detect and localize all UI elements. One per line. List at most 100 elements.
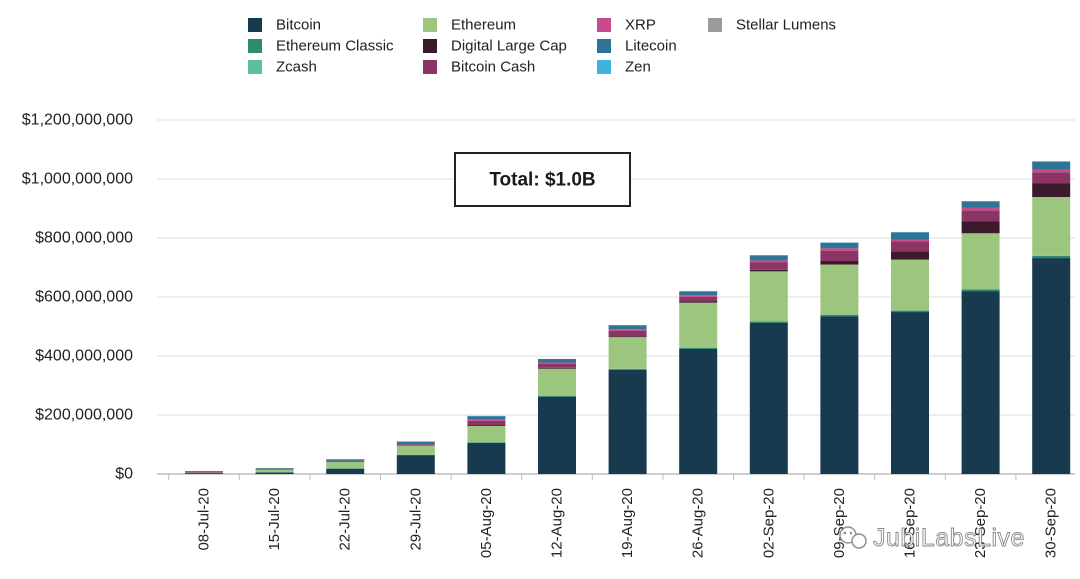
legend-label: Digital Large Cap xyxy=(451,38,567,55)
bar-xrp-30-sep-20 xyxy=(1032,169,1071,173)
bar-xrp-02-sep-20 xyxy=(749,260,788,263)
x-tick-label: 09-Sep-20 xyxy=(831,488,848,558)
bar-bitcoin-cash-09-sep-20 xyxy=(820,250,859,262)
bar-bitcoin-12-aug-20 xyxy=(538,396,576,474)
legend-label: Bitcoin xyxy=(276,17,321,34)
bar-xrp-23-sep-20 xyxy=(961,207,1000,211)
bar-bitcoin-cash-16-sep-20 xyxy=(891,241,929,252)
legend-label: Zcash xyxy=(276,59,317,76)
bar-bitcoin-cash-08-jul-20 xyxy=(185,471,223,473)
bar-ethereum-29-jul-20 xyxy=(396,445,435,455)
total-annotation-text: Total: $1.0B xyxy=(489,170,595,191)
bar-litecoin-09-sep-20 xyxy=(820,242,859,249)
bar-xrp-12-aug-20 xyxy=(538,362,576,364)
legend-swatch xyxy=(597,60,611,74)
bar-bitcoin-cash-23-sep-20 xyxy=(961,210,1000,222)
legend-item-ethereum-classic: Ethereum Classic xyxy=(248,38,394,55)
x-tick-label: 05-Aug-20 xyxy=(478,488,495,558)
bar-litecoin-02-sep-20 xyxy=(749,255,788,261)
bar-litecoin-05-aug-20 xyxy=(467,416,506,420)
bar-xrp-16-sep-20 xyxy=(891,239,929,242)
legend-swatch xyxy=(248,39,262,53)
bar-bitcoin-05-aug-20 xyxy=(467,443,506,474)
x-tick-label: 08-Jul-20 xyxy=(196,488,213,551)
y-tick-label: $400,000,000 xyxy=(35,348,133,365)
bar-ethereum-09-sep-20 xyxy=(820,264,859,315)
y-tick-label: $200,000,000 xyxy=(35,407,133,424)
y-tick-label: $1,000,000,000 xyxy=(22,171,133,188)
bar-xrp-19-aug-20 xyxy=(608,329,647,331)
bar-ethereum-19-aug-20 xyxy=(608,337,647,369)
bar-ethereum-classic-16-sep-20 xyxy=(891,310,929,313)
bar-litecoin-29-jul-20 xyxy=(396,441,435,445)
legend-item-zcash: Zcash xyxy=(248,59,317,76)
legend-item-zen: Zen xyxy=(597,59,651,76)
bar-bitcoin-30-sep-20 xyxy=(1032,258,1071,474)
legend-label: Ethereum xyxy=(451,17,516,34)
bar-ethereum-classic-12-aug-20 xyxy=(538,395,576,397)
legend-label: XRP xyxy=(625,17,656,34)
bar-digital-large-cap-26-aug-20 xyxy=(679,301,718,303)
bar-ethereum-classic-23-sep-20 xyxy=(961,289,1000,292)
bar-bitcoin-cash-22-jul-20 xyxy=(326,460,365,462)
bar-bitcoin-cash-26-aug-20 xyxy=(679,296,718,302)
x-axis-tick-marks xyxy=(168,474,1017,480)
bar-digital-large-cap-05-aug-20 xyxy=(467,425,506,426)
bar-ethereum-02-sep-20 xyxy=(749,271,788,322)
legend-label: Bitcoin Cash xyxy=(451,59,535,76)
bar-litecoin-16-sep-20 xyxy=(891,232,929,240)
legend-label: Zen xyxy=(625,59,651,76)
bar-litecoin-26-aug-20 xyxy=(679,291,718,296)
bar-ethereum-classic-02-sep-20 xyxy=(749,321,788,323)
y-tick-label: $600,000,000 xyxy=(35,289,133,306)
legend-item-litecoin: Litecoin xyxy=(597,38,677,55)
legend-label: Ethereum Classic xyxy=(276,38,394,55)
bar-xrp-05-aug-20 xyxy=(467,419,506,421)
bar-bitcoin-08-jul-20 xyxy=(185,473,223,474)
y-tick-label: $0 xyxy=(115,466,133,483)
bar-bitcoin-09-sep-20 xyxy=(820,316,859,474)
legend-swatch xyxy=(597,18,611,32)
stacked-bars xyxy=(185,161,1071,474)
x-tick-label: 02-Sep-20 xyxy=(760,488,777,558)
total-annotation: Total: $1.0B xyxy=(454,152,631,207)
bar-bitcoin-02-sep-20 xyxy=(749,322,788,474)
bar-ethereum-30-sep-20 xyxy=(1032,196,1071,256)
legend-item-xrp: XRP xyxy=(597,17,656,34)
bar-digital-large-cap-09-sep-20 xyxy=(820,261,859,265)
bar-ethereum-16-sep-20 xyxy=(891,259,929,311)
bar-bitcoin-22-jul-20 xyxy=(326,468,365,474)
bar-ethereum-22-jul-20 xyxy=(326,461,365,469)
bar-digital-large-cap-02-sep-20 xyxy=(749,269,788,272)
bar-bitcoin-cash-12-aug-20 xyxy=(538,363,576,368)
x-tick-label: 26-Aug-20 xyxy=(690,488,707,558)
watermark: JubiLabsLive xyxy=(839,524,1025,552)
legend-swatch xyxy=(597,39,611,53)
x-tick-label: 19-Aug-20 xyxy=(619,488,636,558)
legend-swatch xyxy=(423,60,437,74)
legend: Bitcoin Ethereum Classic Zcash Ethereum Digi… xyxy=(248,17,836,76)
bar-litecoin-23-sep-20 xyxy=(961,201,1000,208)
bar-digital-large-cap-23-sep-20 xyxy=(961,221,1000,234)
x-tick-label: 15-Jul-20 xyxy=(266,488,283,551)
bar-bitcoin-29-jul-20 xyxy=(396,455,435,474)
bar-ethereum-12-aug-20 xyxy=(538,368,576,396)
y-tick-label: $800,000,000 xyxy=(35,230,133,247)
bar-digital-large-cap-19-aug-20 xyxy=(608,336,647,338)
bar-xrp-26-aug-20 xyxy=(679,295,718,297)
x-tick-label: 16-Sep-20 xyxy=(902,488,919,558)
x-tick-label: 23-Sep-20 xyxy=(972,488,989,558)
x-tick-label: 30-Sep-20 xyxy=(1043,488,1060,558)
bar-digital-large-cap-12-aug-20 xyxy=(538,367,576,369)
x-tick-label: 22-Jul-20 xyxy=(337,488,354,551)
bar-ethereum-classic-05-aug-20 xyxy=(467,442,506,444)
x-tick-label: 12-Aug-20 xyxy=(549,488,566,558)
legend-swatch xyxy=(423,39,437,53)
legend-item-ethereum: Ethereum xyxy=(423,17,516,34)
bar-ethereum-classic-30-sep-20 xyxy=(1032,255,1071,259)
bar-ethereum-26-aug-20 xyxy=(679,302,718,348)
bar-bitcoin-15-jul-20 xyxy=(255,472,294,474)
bar-bitcoin-cash-29-jul-20 xyxy=(396,444,435,446)
bar-bitcoin-cash-30-sep-20 xyxy=(1032,172,1071,184)
